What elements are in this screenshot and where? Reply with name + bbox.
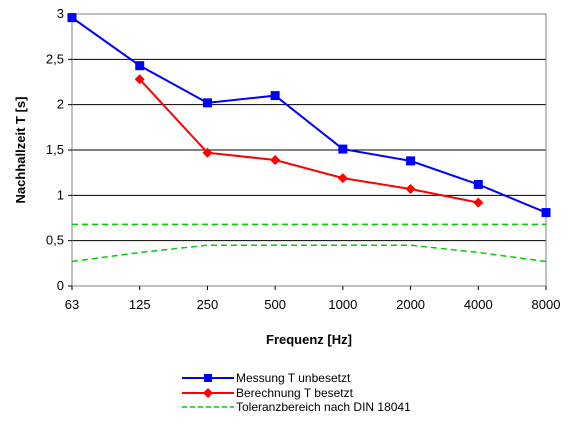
x-axis-ticks: 63 125 250 500 1000 2000 4000 8000 bbox=[65, 286, 561, 312]
messung-line bbox=[71, 16, 547, 214]
berechnung-point-1 bbox=[134, 74, 145, 85]
berechnung-line bbox=[138, 78, 479, 204]
messung-point-6 bbox=[473, 179, 483, 189]
x-tick-label-3: 500 bbox=[264, 297, 286, 312]
y-tick-label-0: 0 bbox=[57, 278, 64, 293]
legend-label-toleranz: Toleranzbereich nach DIN 18041 bbox=[236, 400, 411, 414]
x-tick-label-4: 1000 bbox=[328, 297, 357, 312]
x-axis-title: Frequenz [Hz] bbox=[266, 332, 352, 347]
series-lines bbox=[67, 13, 551, 263]
y-axis-title: Nachhallzeit T [s] bbox=[13, 97, 28, 204]
messung-point-2 bbox=[202, 98, 212, 108]
x-tick-label-1: 125 bbox=[129, 297, 151, 312]
legend-entry-toleranz: Toleranzbereich nach DIN 18041 bbox=[182, 400, 411, 414]
messung-point-7 bbox=[541, 208, 551, 218]
y-tick-label-2: 1 bbox=[57, 187, 64, 202]
y-axis-ticks: 0 0,5 1 1,5 2 2,5 3 bbox=[46, 6, 72, 293]
messung-point-1 bbox=[135, 61, 145, 71]
x-tick-label-7: 8000 bbox=[532, 297, 561, 312]
berechnung-point-4 bbox=[337, 173, 348, 184]
legend-marker-berechnung bbox=[203, 388, 213, 398]
x-tick-label-6: 4000 bbox=[464, 297, 493, 312]
y-tick-label-4: 2 bbox=[57, 97, 64, 112]
messung-point-5 bbox=[406, 156, 416, 166]
grid-lines bbox=[72, 58, 546, 242]
messung-point-0 bbox=[67, 13, 77, 23]
y-tick-label-1: 0,5 bbox=[46, 233, 64, 248]
x-tick-label-5: 2000 bbox=[396, 297, 425, 312]
messung-point-4 bbox=[338, 144, 348, 154]
y-tick-label-5: 2,5 bbox=[46, 51, 64, 66]
tolerance-lower-line bbox=[71, 244, 547, 263]
legend-entry-berechnung: Berechnung T besetzt bbox=[182, 386, 354, 400]
legend-label-berechnung: Berechnung T besetzt bbox=[236, 386, 354, 400]
legend-label-messung: Messung T unbesetzt bbox=[236, 371, 351, 385]
legend-entry-messung: Messung T unbesetzt bbox=[182, 371, 351, 385]
legend: Messung T unbesetzt Berechnung T besetzt… bbox=[182, 371, 411, 414]
y-tick-label-6: 3 bbox=[57, 6, 64, 21]
berechnung-point-2 bbox=[202, 147, 213, 158]
x-tick-label-0: 63 bbox=[65, 297, 79, 312]
legend-marker-messung bbox=[204, 374, 212, 382]
berechnung-point-5 bbox=[405, 183, 416, 194]
y-tick-label-3: 1,5 bbox=[46, 142, 64, 157]
messung-point-3 bbox=[270, 91, 280, 101]
berechnung-point-6 bbox=[473, 197, 484, 208]
berechnung-point-3 bbox=[270, 154, 281, 165]
x-tick-label-2: 250 bbox=[197, 297, 219, 312]
